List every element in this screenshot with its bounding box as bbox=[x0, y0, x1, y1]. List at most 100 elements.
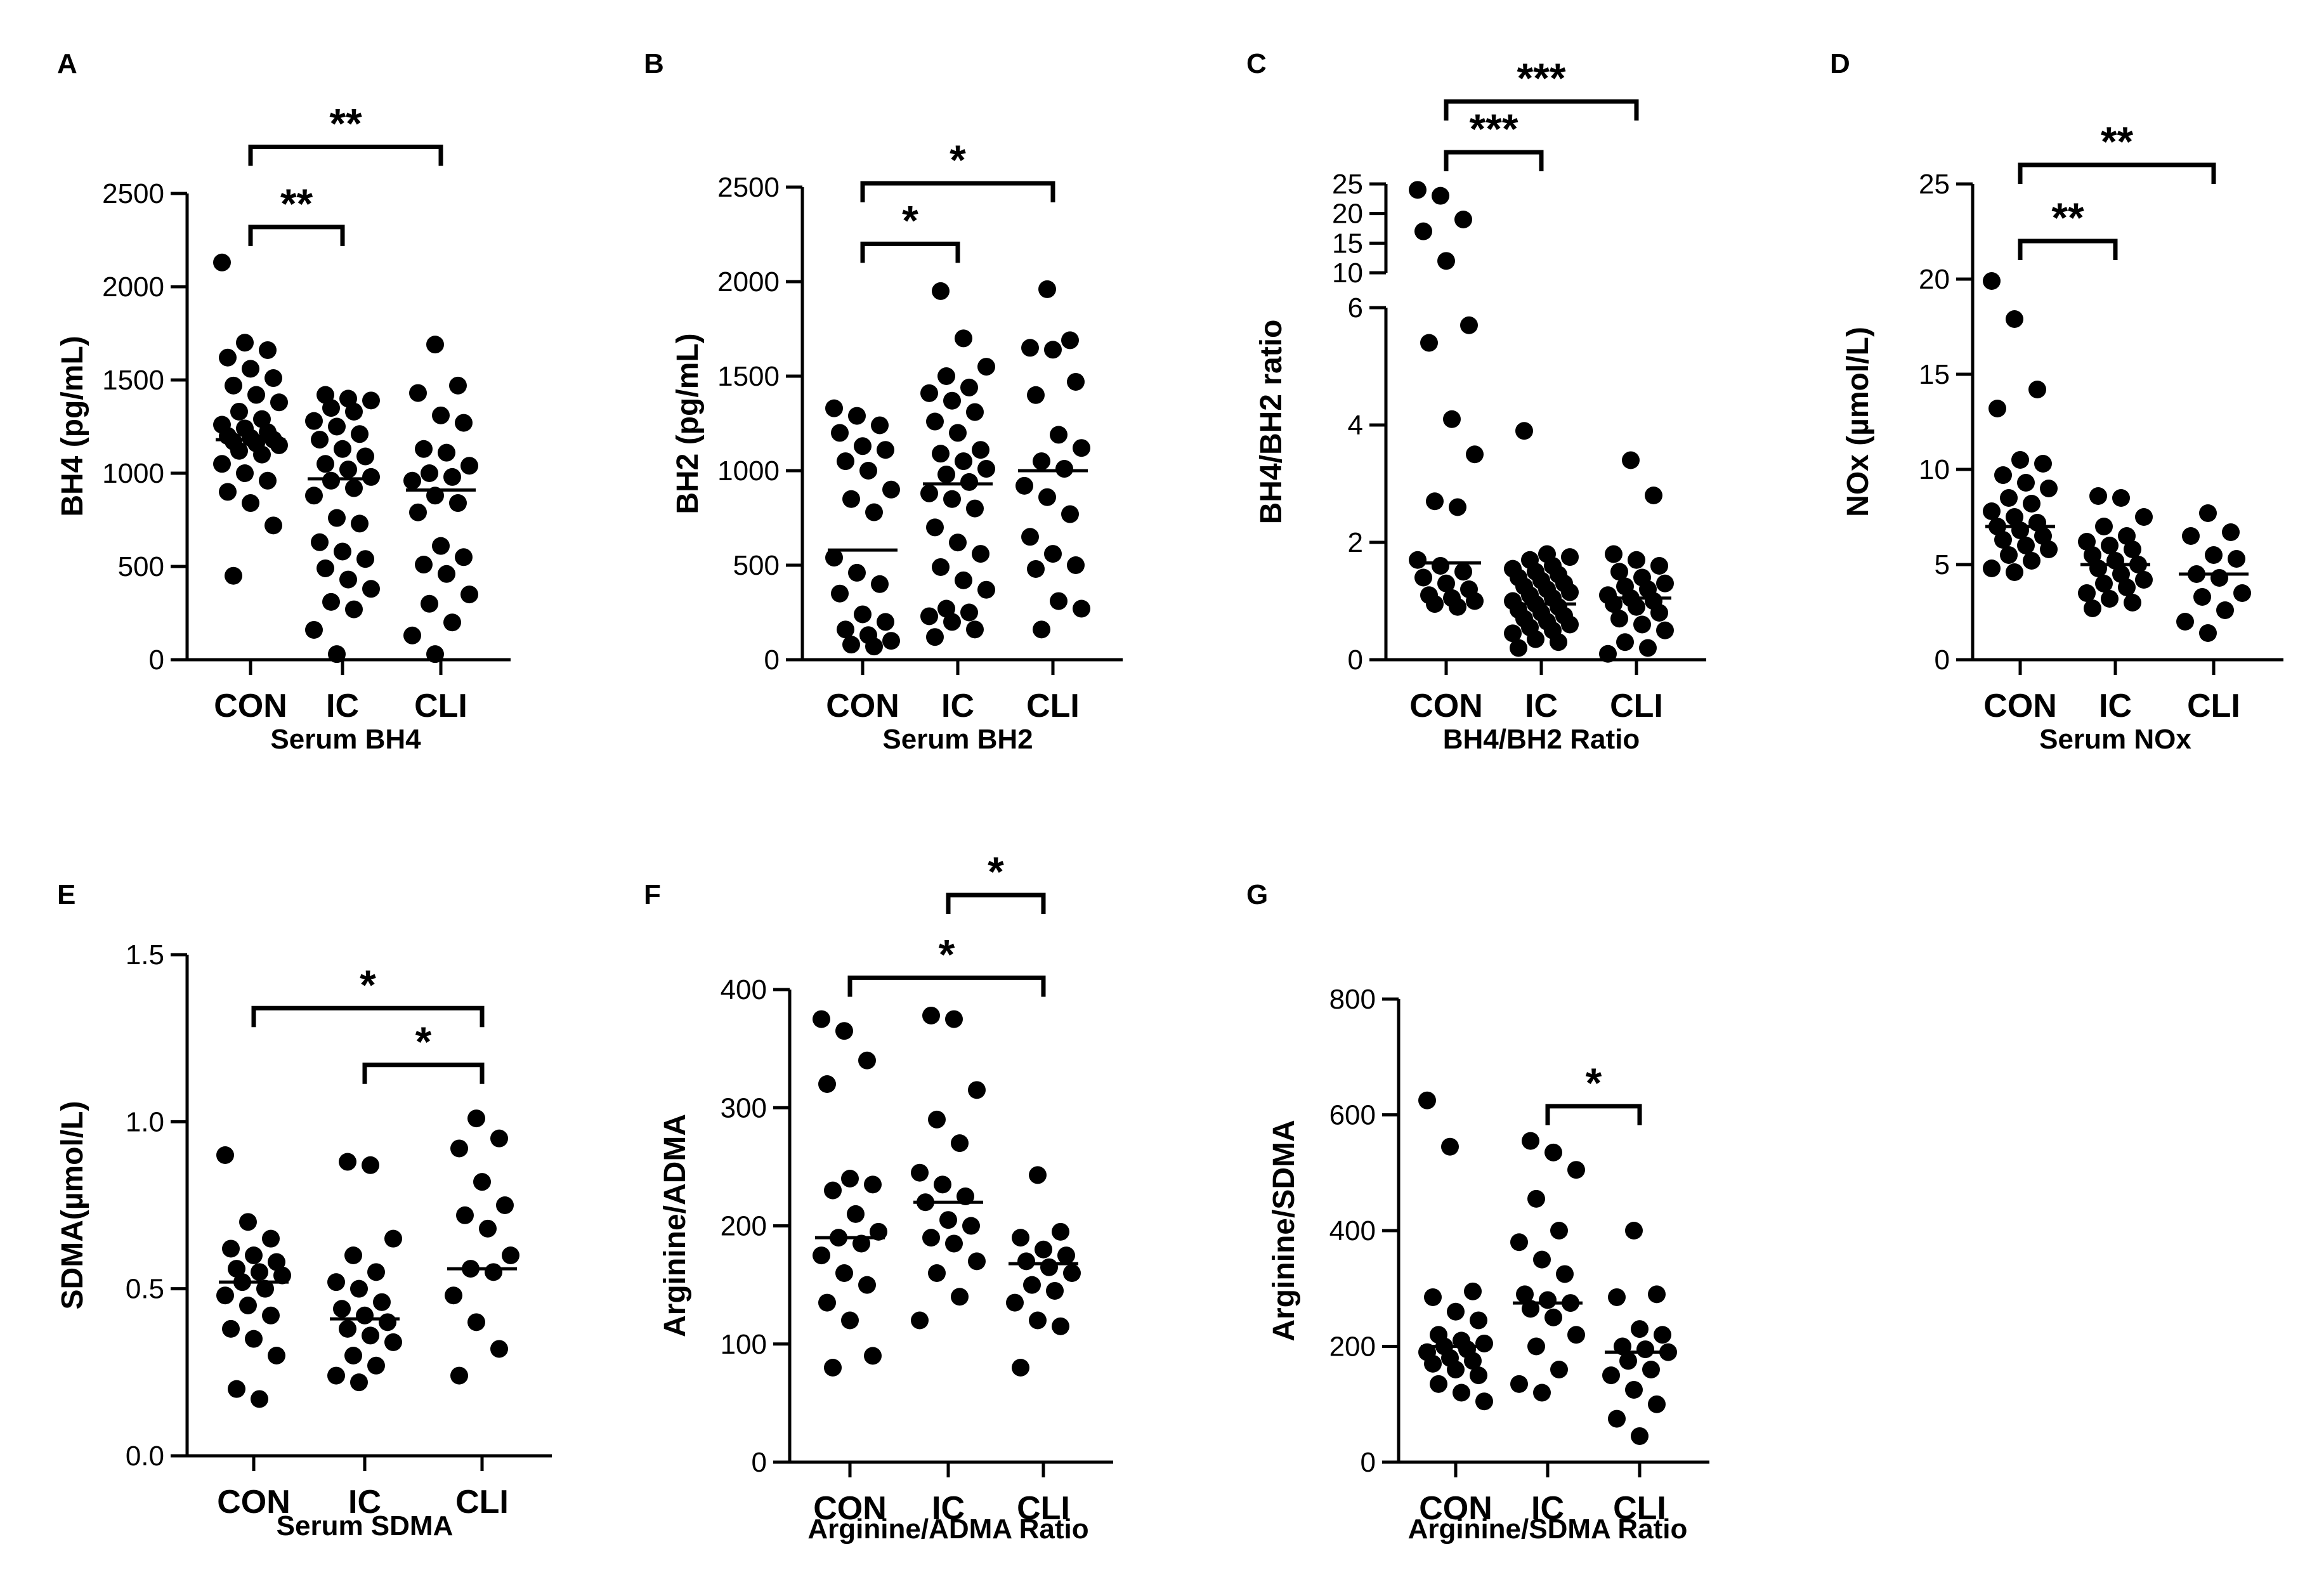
panel-c-point bbox=[1426, 492, 1444, 511]
panel-a-point bbox=[449, 494, 467, 513]
panel-a-point bbox=[421, 594, 438, 613]
panel-f-point bbox=[922, 1229, 940, 1247]
panel-g-y-axis-title: Arginine/SDMA bbox=[1267, 1120, 1301, 1341]
panel-f-y-tick-label: 0 bbox=[752, 1447, 767, 1478]
panel-d-point bbox=[2222, 523, 2240, 541]
panel-g-point bbox=[1556, 1265, 1574, 1283]
panel-f-point bbox=[928, 1110, 946, 1128]
panel-d-point bbox=[2101, 590, 2119, 608]
panel-d-point bbox=[2135, 508, 2153, 526]
panel-d-point bbox=[1983, 559, 2001, 577]
panel-b-point bbox=[937, 367, 955, 385]
panel-d-category-label: IC bbox=[2099, 688, 2132, 724]
panel-c-point bbox=[1599, 644, 1617, 663]
panel-d-point bbox=[2112, 565, 2130, 583]
panel-a-point bbox=[432, 406, 450, 424]
panel-e-point bbox=[373, 1293, 391, 1311]
panel-a-y-tick-label: 1000 bbox=[102, 458, 164, 489]
panel-b-point bbox=[943, 613, 961, 631]
panel-f-point bbox=[1063, 1264, 1081, 1282]
panel-a-y-tick-label: 2500 bbox=[102, 178, 164, 209]
panel-d-point bbox=[2028, 381, 2046, 398]
panel-d-point bbox=[2124, 594, 2141, 612]
panel-a-point bbox=[443, 468, 461, 486]
panel-a-point bbox=[443, 613, 461, 632]
panel-a-point bbox=[225, 376, 242, 395]
panel-d-x-axis-title: Serum NOx bbox=[2039, 724, 2191, 755]
panel-e-point bbox=[222, 1240, 240, 1258]
panel-f-letter: F bbox=[644, 879, 661, 910]
panel-g-point bbox=[1447, 1361, 1465, 1378]
panel-b-point bbox=[837, 620, 854, 639]
panel-a-point bbox=[219, 483, 237, 501]
panel-e-point bbox=[339, 1153, 356, 1171]
panel-a-point bbox=[270, 393, 288, 412]
panel-d-point bbox=[2205, 546, 2223, 564]
panel-a-y-tick-label: 0 bbox=[149, 644, 164, 676]
panel-a-point bbox=[322, 471, 340, 490]
panel-a-significance-label: ** bbox=[329, 100, 362, 147]
panel-g-point bbox=[1544, 1308, 1562, 1326]
panel-c-y-tick-label: 10 bbox=[1332, 258, 1363, 289]
panel-c-point bbox=[1639, 639, 1657, 657]
panel-c-point bbox=[1650, 604, 1668, 622]
panel-g-point bbox=[1654, 1326, 1671, 1344]
panel-a-letter: A bbox=[57, 48, 77, 79]
panel-d-point bbox=[2199, 504, 2217, 522]
panel-g-category-label: CLI bbox=[1613, 1490, 1666, 1527]
panel-b-point bbox=[949, 533, 967, 552]
panel-g-category-label: IC bbox=[1531, 1490, 1564, 1527]
panel-c-point bbox=[1633, 615, 1651, 634]
panel-d-category-label: CLI bbox=[2187, 688, 2240, 724]
panel-b-point bbox=[926, 628, 944, 646]
panel-e-significance-label: * bbox=[415, 1018, 432, 1065]
panel-d-point bbox=[2011, 451, 2029, 469]
panel-e-point bbox=[333, 1300, 351, 1318]
panel-d-point bbox=[2089, 559, 2107, 577]
panel-d-letter: D bbox=[1830, 48, 1850, 79]
panel-e-point bbox=[239, 1297, 257, 1314]
panel-b-letter: B bbox=[644, 48, 664, 79]
panel-d-point bbox=[2124, 540, 2141, 558]
panel-a-point bbox=[311, 431, 329, 449]
panel-b-point bbox=[955, 329, 972, 348]
panel-a-point bbox=[305, 620, 323, 639]
panel-b-point bbox=[1038, 488, 1056, 506]
panel-b-point bbox=[977, 460, 995, 478]
panel-b-y-tick-label: 1000 bbox=[717, 455, 780, 487]
panel-g-significance-bracket bbox=[1545, 1104, 1642, 1125]
panel-g-point bbox=[1631, 1427, 1649, 1445]
panel-e-point bbox=[490, 1340, 508, 1358]
panel-a-point bbox=[455, 548, 473, 566]
panel-a-point bbox=[236, 464, 254, 482]
panel-e-point bbox=[350, 1373, 368, 1392]
panel-b-point bbox=[1067, 556, 1085, 574]
panel-g-point bbox=[1441, 1137, 1459, 1156]
panel-b-x-axis-title: Serum BH2 bbox=[882, 724, 1033, 755]
panel-c-point bbox=[1409, 551, 1427, 569]
panel-b-point bbox=[932, 445, 950, 463]
panel-d-point bbox=[2017, 537, 2035, 554]
panel-a-significance-label: ** bbox=[280, 180, 313, 227]
panel-b-point bbox=[1073, 599, 1090, 618]
panel-b-point bbox=[842, 490, 860, 508]
panel-a-point bbox=[230, 442, 248, 460]
panel-a-y-tick-label: 2000 bbox=[102, 271, 164, 303]
panel-c-point bbox=[1515, 422, 1533, 440]
panel-d-point bbox=[1983, 272, 2001, 290]
panel-d-y-tick-label: 10 bbox=[1919, 454, 1950, 485]
panel-a-significance-bracket bbox=[248, 225, 345, 246]
panel-b-point bbox=[920, 384, 938, 402]
panel-f-y-tick-label: 400 bbox=[721, 974, 767, 1005]
panel-e-point bbox=[456, 1206, 474, 1224]
panel-b-point bbox=[1061, 505, 1079, 523]
panel-f-significance-bracket bbox=[946, 893, 1046, 914]
panel-d-point bbox=[2034, 455, 2052, 473]
panel-a-significance-bracket bbox=[248, 145, 443, 166]
panel-d-point bbox=[2118, 527, 2136, 545]
panel-d-point bbox=[2084, 599, 2101, 617]
panel-b-y-tick-label: 500 bbox=[733, 550, 780, 581]
panel-e-point bbox=[256, 1279, 274, 1298]
panel-b-point bbox=[926, 412, 944, 431]
panel-d-point bbox=[2006, 563, 2023, 581]
